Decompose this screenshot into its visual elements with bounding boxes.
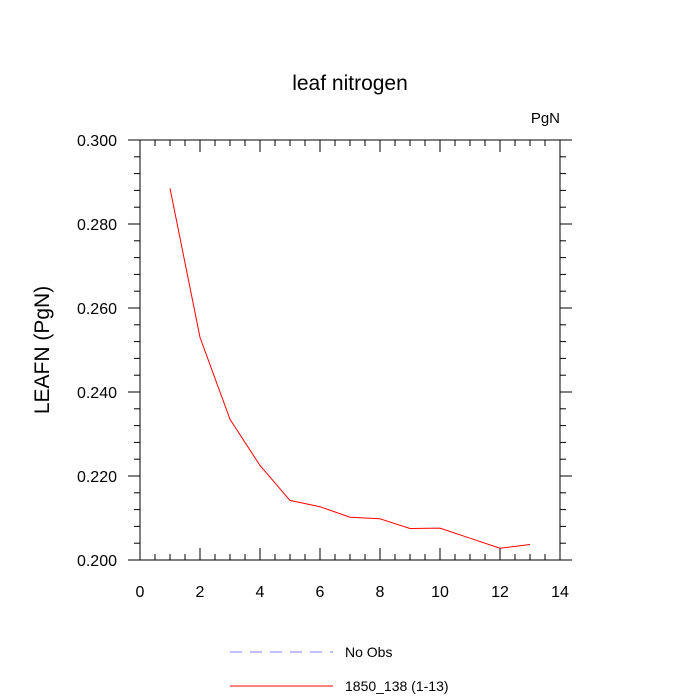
plot-frame	[139, 139, 561, 561]
y-tick-label: 0.280	[77, 217, 117, 234]
x-tick-label: 6	[316, 584, 325, 601]
units-label: PgN	[531, 110, 560, 127]
y-axis-ticks: 0.200 0.220 0.240 0.260 0.280 0.300	[77, 133, 572, 570]
legend-label: No Obs	[345, 644, 392, 660]
x-tick-label: 2	[196, 584, 205, 601]
y-tick-label: 0.220	[77, 469, 117, 486]
series-layer	[169, 188, 531, 549]
chart-title: leaf nitrogen	[292, 72, 408, 95]
x-tick-label: 10	[431, 584, 449, 601]
x-tick-label: 0	[136, 584, 145, 601]
y-tick-label: 0.200	[77, 553, 117, 570]
x-tick-label: 12	[491, 584, 509, 601]
legend-label: 1850_138 (1-13)	[345, 678, 449, 694]
x-tick-label: 14	[551, 584, 569, 601]
series-line	[169, 188, 531, 549]
legend: No Obs 1850_138 (1-13)	[230, 644, 449, 694]
y-tick-label: 0.300	[77, 133, 117, 150]
x-tick-label: 4	[256, 584, 265, 601]
y-tick-label: 0.260	[77, 301, 117, 318]
x-tick-label: 8	[376, 584, 385, 601]
y-tick-label: 0.240	[77, 385, 117, 402]
y-axis-label: LEAFN (PgN)	[31, 286, 54, 414]
x-axis-ticks: 0 2 4 6 8 10 12 14	[136, 140, 569, 601]
